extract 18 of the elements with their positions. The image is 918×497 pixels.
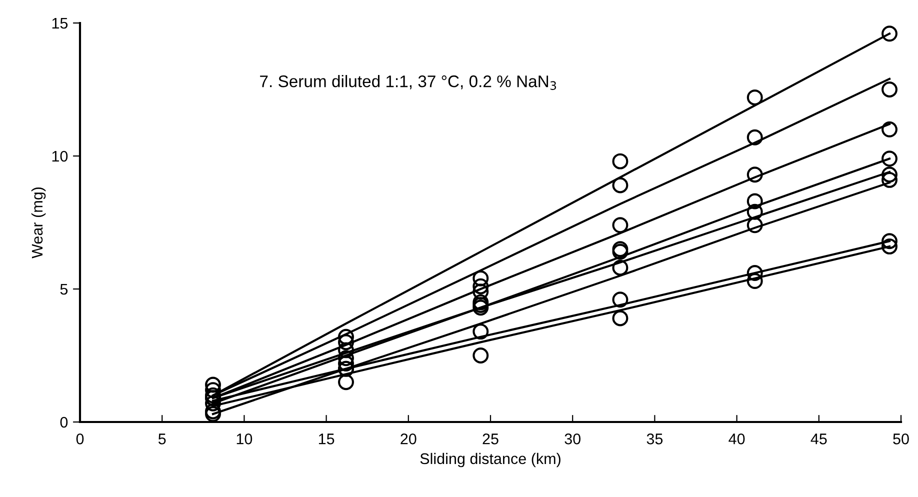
x-tick-label: 30 [564,434,580,444]
annotation: 7. Serum diluted 1:1, 37 °C, 0.2 % NaN$_{3}$ [260,74,556,90]
y-axis-title: Wear (mg) [31,188,46,258]
y-tick-label: 5 [60,284,68,295]
x-tick-label: 40 [728,434,745,444]
x-tick-label: 20 [400,434,416,444]
x-tick-label: 50 [893,434,909,444]
x-tick-label: 5 [158,434,166,444]
y-tick-label: 10 [52,150,68,162]
y-tick-label: 0 [60,416,68,428]
x-tick-label: 10 [236,434,252,444]
y-tick-label: 15 [52,18,68,29]
x-tick-label: 0 [76,434,84,444]
x-tick-label: 35 [646,434,663,444]
x-axis-title: Sliding distance (km) [420,452,560,468]
x-tick-label: 45 [810,434,827,444]
x-tick-label: 15 [318,434,334,444]
x-tick-label: 25 [482,434,498,444]
